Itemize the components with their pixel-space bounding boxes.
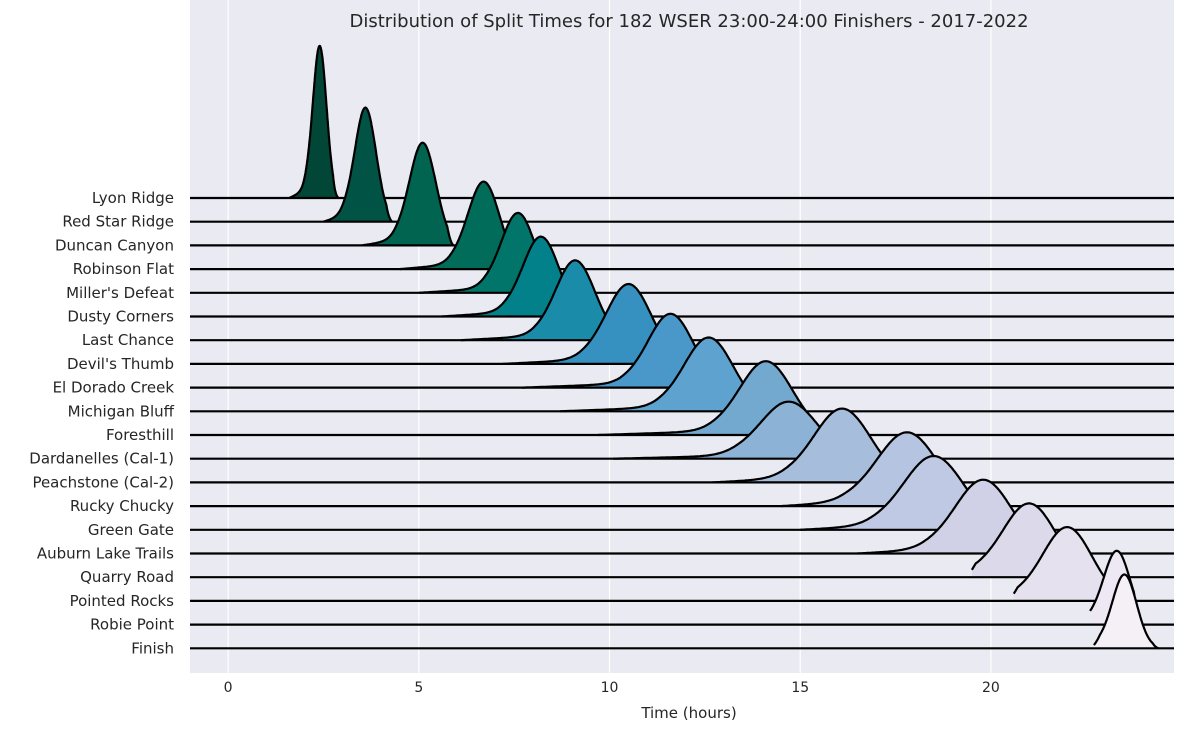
ridge-fill-7 bbox=[502, 284, 675, 364]
ridge-17 bbox=[190, 526, 1174, 603]
ridge-fill-1 bbox=[323, 107, 393, 222]
x-tick-label-3: 15 bbox=[791, 680, 809, 696]
ridge-fill-19 bbox=[1093, 574, 1159, 649]
ridge-outline-8 bbox=[521, 312, 718, 389]
ridge-10 bbox=[190, 360, 1174, 437]
ridge-fill-9 bbox=[559, 337, 759, 412]
ridge-fill-17 bbox=[1013, 527, 1117, 601]
y-label-4: Miller's Defeat bbox=[66, 284, 174, 302]
ridges bbox=[190, 44, 1174, 650]
ridge-outline-2 bbox=[361, 141, 455, 247]
ridge-3 bbox=[190, 180, 1174, 271]
ridge-9 bbox=[190, 336, 1174, 413]
y-label-14: Green Gate bbox=[88, 521, 174, 539]
ridge-outline-7 bbox=[502, 282, 676, 365]
y-label-6: Last Chance bbox=[82, 331, 174, 349]
y-label-13: Rucky Chucky bbox=[70, 497, 174, 515]
ridge-2 bbox=[190, 141, 1174, 247]
ridge-11 bbox=[190, 400, 1174, 460]
ridge-outline-5 bbox=[441, 235, 584, 318]
x-tick-label-2: 10 bbox=[601, 680, 619, 696]
y-label-17: Pointed Rocks bbox=[70, 592, 175, 610]
y-label-2: Duncan Canyon bbox=[55, 236, 174, 254]
y-label-0: Lyon Ridge bbox=[92, 189, 174, 207]
ridge-fill-15 bbox=[857, 479, 1037, 554]
x-tick-label-0: 0 bbox=[224, 680, 233, 696]
y-labels: Lyon Ridge Red Star Ridge Duncan Canyon Rob… bbox=[29, 189, 174, 657]
x-tick-label-4: 20 bbox=[982, 680, 1000, 696]
ridge-fill-11 bbox=[613, 401, 846, 459]
y-label-15: Auburn Lake Trails bbox=[37, 545, 174, 563]
y-label-7: Devil's Thumb bbox=[67, 355, 174, 373]
ridge-outline-4 bbox=[418, 211, 558, 294]
y-label-1: Red Star Ridge bbox=[62, 213, 174, 231]
ridge-19 bbox=[190, 573, 1174, 650]
ridge-fill-6 bbox=[460, 260, 618, 341]
ridge-outline-15 bbox=[857, 478, 1038, 555]
ridge-fill-12 bbox=[712, 408, 900, 483]
x-ticks: 0 5 10 15 20 bbox=[224, 680, 1000, 696]
x-tick-label-1: 5 bbox=[414, 680, 423, 696]
y-label-19: Finish bbox=[131, 639, 174, 657]
ridge-5 bbox=[190, 235, 1174, 318]
y-label-12: Peachstone (Cal-2) bbox=[32, 473, 174, 491]
y-label-9: Michigan Bluff bbox=[68, 402, 175, 420]
ridge-12 bbox=[190, 407, 1174, 484]
ridge-outline-19 bbox=[1093, 573, 1160, 650]
ridge-fill-0 bbox=[289, 45, 339, 199]
y-label-5: Dusty Corners bbox=[67, 308, 174, 326]
ridge-fill-14 bbox=[800, 456, 988, 530]
y-label-8: El Dorado Creek bbox=[53, 379, 175, 397]
ridge-fill-3 bbox=[399, 181, 518, 270]
ridge-outline-3 bbox=[399, 180, 519, 271]
ridge-outline-0 bbox=[288, 44, 340, 199]
ridge-outline-17 bbox=[1012, 526, 1118, 602]
y-label-16: Quarry Road bbox=[80, 568, 174, 586]
ridge-1 bbox=[190, 106, 1174, 223]
y-label-18: Robie Point bbox=[90, 616, 174, 634]
y-label-11: Dardanelles (Cal-1) bbox=[29, 450, 174, 468]
x-axis-label: Time (hours) bbox=[640, 704, 736, 722]
ridge-outline-1 bbox=[322, 106, 393, 223]
ridge-outline-10 bbox=[598, 360, 817, 437]
y-label-3: Robinson Flat bbox=[73, 260, 174, 278]
ridge-outline-12 bbox=[712, 407, 901, 484]
ridge-fill-5 bbox=[441, 236, 583, 317]
chart-title: Distribution of Split Times for 182 WSER… bbox=[349, 11, 1028, 32]
ridge-fill-10 bbox=[598, 361, 816, 435]
y-label-10: Foresthill bbox=[106, 426, 174, 444]
ridge-outline-14 bbox=[800, 454, 989, 531]
ridge-outline-9 bbox=[559, 336, 760, 413]
ridge-outline-6 bbox=[460, 259, 619, 342]
ridge-fill-8 bbox=[521, 313, 717, 388]
